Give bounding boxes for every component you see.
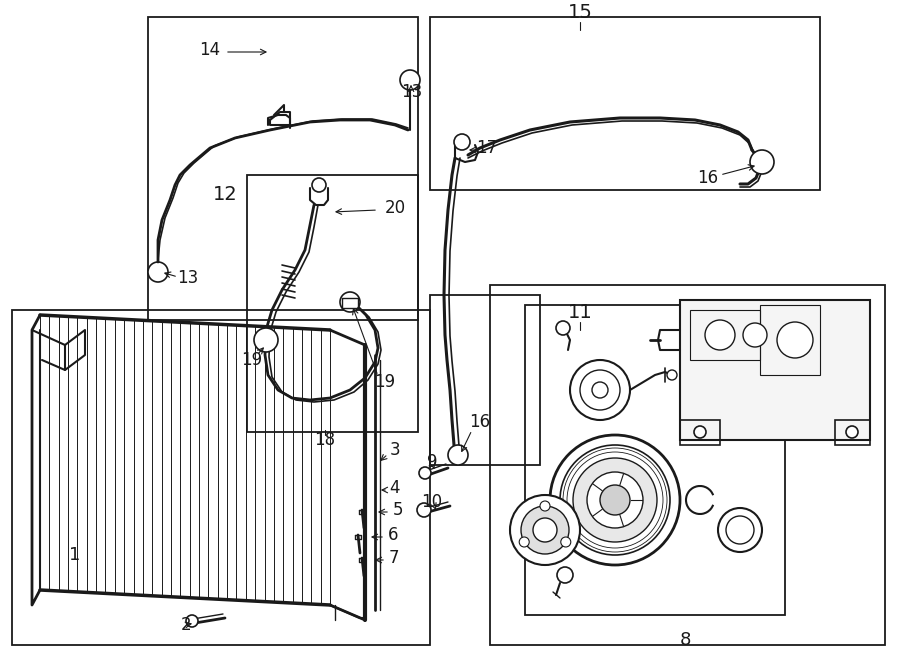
Text: 14: 14 <box>200 41 220 59</box>
Text: 9: 9 <box>427 453 437 471</box>
Bar <box>680 300 870 440</box>
Text: 12: 12 <box>212 186 238 204</box>
Bar <box>690 310 760 360</box>
Text: 13: 13 <box>177 269 199 287</box>
Circle shape <box>750 150 774 174</box>
Text: 8: 8 <box>680 631 690 649</box>
Text: 11: 11 <box>568 303 592 321</box>
Circle shape <box>667 370 677 380</box>
Circle shape <box>186 615 198 627</box>
Text: 19: 19 <box>374 373 396 391</box>
Bar <box>835 420 870 445</box>
Circle shape <box>587 472 643 528</box>
Circle shape <box>419 467 431 479</box>
Text: 16: 16 <box>470 413 490 431</box>
Circle shape <box>570 360 630 420</box>
Circle shape <box>580 370 620 410</box>
Circle shape <box>254 328 278 352</box>
Bar <box>680 420 720 445</box>
Bar <box>12 310 430 645</box>
Bar <box>760 305 820 375</box>
Circle shape <box>561 537 571 547</box>
Circle shape <box>846 426 858 438</box>
Text: 13: 13 <box>401 83 423 101</box>
Circle shape <box>694 426 706 438</box>
Bar <box>490 285 885 645</box>
Circle shape <box>340 292 360 312</box>
Circle shape <box>557 567 573 583</box>
Text: 19: 19 <box>241 351 263 369</box>
Circle shape <box>592 382 608 398</box>
Text: 16: 16 <box>698 169 718 187</box>
Bar <box>148 17 418 320</box>
Circle shape <box>148 262 168 282</box>
Circle shape <box>705 320 735 350</box>
Circle shape <box>743 323 767 347</box>
Text: 1: 1 <box>69 546 81 564</box>
Bar <box>247 175 418 432</box>
Bar <box>430 295 540 465</box>
Circle shape <box>777 322 813 358</box>
Circle shape <box>718 508 762 552</box>
Text: 17: 17 <box>476 139 498 157</box>
Circle shape <box>550 435 680 565</box>
Text: 15: 15 <box>568 3 592 22</box>
Text: 10: 10 <box>421 493 443 511</box>
Circle shape <box>556 321 570 335</box>
Text: 4: 4 <box>390 479 400 497</box>
Circle shape <box>521 506 569 554</box>
Bar <box>430 17 820 190</box>
Circle shape <box>519 537 529 547</box>
Circle shape <box>573 458 657 542</box>
Circle shape <box>417 503 431 517</box>
Text: 20: 20 <box>384 199 406 217</box>
Circle shape <box>540 501 550 511</box>
Text: 5: 5 <box>392 501 403 519</box>
Circle shape <box>533 518 557 542</box>
Bar <box>525 305 785 615</box>
Text: 18: 18 <box>314 431 336 449</box>
Text: 7: 7 <box>389 549 400 567</box>
Circle shape <box>560 445 670 555</box>
Circle shape <box>448 445 468 465</box>
Circle shape <box>600 485 630 515</box>
Text: 3: 3 <box>390 441 400 459</box>
Text: 2: 2 <box>181 616 192 634</box>
Circle shape <box>510 495 580 565</box>
Text: 6: 6 <box>388 526 398 544</box>
Circle shape <box>454 134 470 150</box>
Circle shape <box>400 70 420 90</box>
Circle shape <box>726 516 754 544</box>
Circle shape <box>312 178 326 192</box>
